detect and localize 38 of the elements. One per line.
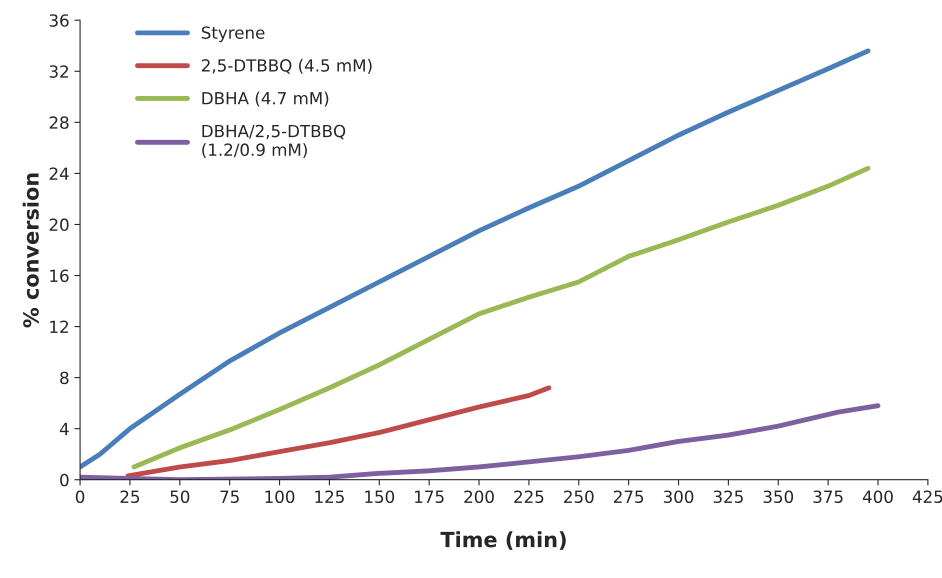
x-tick-label: 150: [365, 490, 394, 504]
x-tick-label: 325: [714, 490, 743, 504]
y-tick-label: 36: [50, 14, 69, 27]
x-tick-label: 100: [265, 490, 294, 504]
legend-label: DBHA (4.7 mM): [202, 92, 328, 106]
x-tick-label: 250: [564, 490, 594, 504]
x-tick-label: 125: [315, 490, 344, 504]
legend-label: DBHA/2,5-DTBBQ (1.2/0.9 mM): [202, 124, 346, 158]
x-tick-label: 350: [764, 490, 794, 504]
line-series: [80, 48, 870, 470]
x-tick-label: 50: [170, 490, 190, 504]
y-tick-label: 8: [60, 372, 69, 384]
x-tick-label: 300: [664, 490, 694, 504]
y-tick-label: 20: [50, 218, 69, 232]
x-tick-label: 225: [514, 490, 544, 504]
y-tick-label: 0: [60, 474, 69, 486]
x-tick-label: 425: [912, 490, 942, 504]
x-axis-title: Time (min): [440, 531, 566, 550]
y-tick-label: 4: [60, 422, 69, 436]
line-series: [80, 403, 880, 480]
y-axis-title: % conversion: [22, 173, 39, 328]
x-tick-label: 275: [614, 490, 644, 504]
x-tick-label: 400: [862, 490, 893, 504]
y-tick-label: 12: [50, 320, 68, 333]
legend-label: Styrene: [202, 26, 264, 42]
y-tick-label: 32: [50, 65, 68, 78]
y-tick-label: 28: [50, 116, 69, 129]
line-series: [126, 385, 552, 478]
x-tick-label: 0: [76, 490, 84, 504]
x-tick-label: 375: [813, 490, 843, 504]
x-tick-label: 75: [220, 490, 239, 504]
y-tick-label: 24: [50, 167, 69, 180]
line-series: [132, 166, 870, 470]
x-tick-label: 175: [415, 490, 444, 504]
legend-label: 2,5-DTBBQ (4.5 mM): [202, 58, 372, 74]
x-tick-label: 200: [464, 490, 494, 504]
y-tick-label: 16: [50, 269, 69, 282]
x-tick-label: 25: [120, 490, 140, 504]
